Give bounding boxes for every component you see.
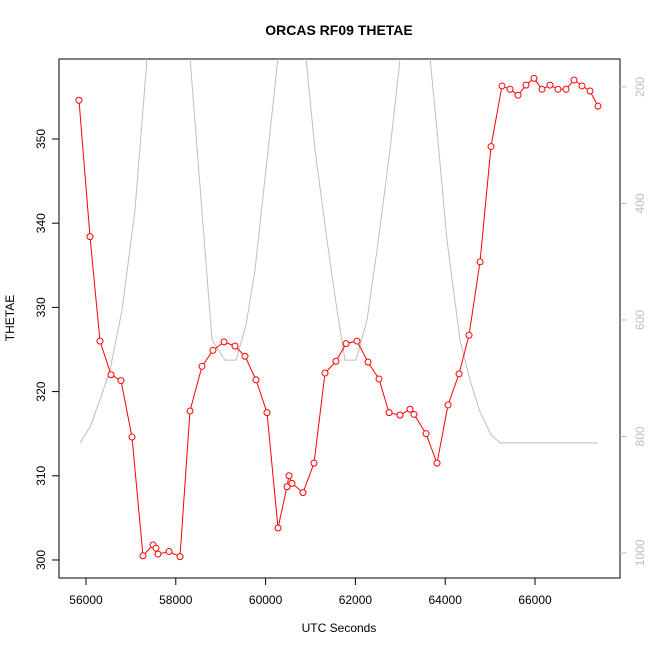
data-point: [220, 338, 228, 346]
data-point: [562, 85, 570, 93]
data-point: [252, 376, 260, 384]
data-point: [241, 352, 249, 360]
x-tick-label: 58000: [159, 593, 193, 607]
data-point: [154, 550, 162, 558]
data-point: [263, 409, 271, 417]
data-point: [530, 74, 538, 82]
data-point: [186, 407, 194, 415]
data-point: [332, 357, 340, 365]
y2-tick-label: 600: [633, 310, 647, 330]
data-point: [498, 82, 506, 90]
data-point: [310, 459, 318, 467]
data-point: [554, 85, 562, 93]
data-point: [353, 337, 361, 345]
y2-tick-label: 200: [633, 77, 647, 97]
data-point: [152, 544, 160, 552]
data-point: [176, 553, 184, 561]
data-point: [139, 552, 147, 560]
y-tick-label: 340: [34, 213, 48, 233]
data-point: [86, 233, 94, 241]
x-tick-label: 64000: [429, 593, 463, 607]
y2-tick-label: 800: [633, 426, 647, 446]
data-point: [128, 433, 136, 441]
x-tick-label: 66000: [518, 593, 552, 607]
data-point: [209, 346, 217, 354]
data-point: [578, 82, 586, 90]
y-tick-label: 330: [34, 297, 48, 317]
y-tick-label: 310: [34, 465, 48, 485]
plot-frame: [58, 58, 621, 579]
x-tick-label: 62000: [339, 593, 373, 607]
data-point: [385, 409, 393, 417]
x-tick-label: 60000: [249, 593, 283, 607]
data-point: [487, 143, 495, 151]
data-point: [342, 340, 350, 348]
y-axis-label: THETAE: [3, 295, 17, 341]
data-point: [406, 405, 414, 413]
series-line: [79, 59, 598, 444]
data-point: [288, 479, 296, 487]
data-point: [465, 331, 473, 339]
x-axis-label: UTC Seconds: [302, 621, 377, 635]
data-point: [165, 548, 173, 556]
data-point: [522, 81, 530, 89]
x-tick-label: 56000: [69, 593, 103, 607]
data-point: [422, 430, 430, 438]
y2-tick-label: 400: [633, 193, 647, 213]
data-point: [117, 377, 125, 385]
data-point: [285, 472, 293, 480]
data-point: [476, 258, 484, 266]
y-tick-label: 350: [34, 129, 48, 149]
y-tick-label: 320: [34, 381, 48, 401]
data-point: [375, 375, 383, 383]
data-point: [107, 371, 115, 379]
data-point: [283, 483, 291, 491]
data-point: [570, 76, 578, 84]
data-point: [75, 96, 83, 104]
data-point: [594, 102, 602, 110]
data-point: [231, 342, 239, 350]
data-point: [96, 337, 104, 345]
data-point: [299, 489, 307, 497]
data-point: [364, 358, 372, 366]
data-point: [274, 524, 282, 532]
data-point: [396, 411, 404, 419]
chart-title: ORCAS RF09 THETAE: [265, 22, 413, 38]
data-point: [546, 81, 554, 89]
data-point: [514, 91, 522, 99]
y-tick-label: 300: [34, 550, 48, 570]
data-point: [433, 459, 441, 467]
data-point: [321, 369, 329, 377]
data-point: [506, 85, 514, 93]
data-point: [444, 401, 452, 409]
data-point: [538, 85, 546, 93]
plot-area: [75, 59, 602, 561]
data-point: [198, 362, 206, 370]
data-point: [410, 410, 418, 418]
data-point: [455, 370, 463, 378]
y2-tick-label: 1000: [633, 539, 647, 566]
data-point: [586, 87, 594, 95]
